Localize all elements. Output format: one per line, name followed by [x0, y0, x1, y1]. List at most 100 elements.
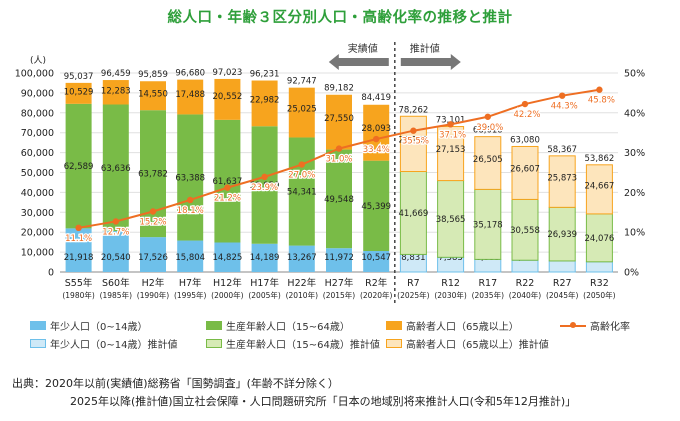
bar-elderly — [437, 126, 465, 182]
x-tick-sublabel: (1990年) — [137, 290, 170, 300]
x-tick-label: S55年 — [65, 277, 93, 289]
bar-young — [326, 248, 352, 272]
legend-rate: 高齢化率 — [560, 318, 630, 333]
y2-tick-label: 10% — [624, 228, 645, 239]
estimate-arrow — [400, 54, 461, 70]
legend-elderly-label: 高齢者人口（65歳以上） — [406, 322, 519, 333]
bar-elderly — [288, 87, 315, 138]
bar-label-working: 59,050 — [250, 181, 280, 191]
x-tick-label: S60年 — [102, 277, 130, 289]
source-line-2: 2025年以降(推計値)国立社会保障・人口問題研究所「日本の地域別将来推計人口(… — [70, 395, 577, 408]
bar-label-young: 11,972 — [324, 253, 354, 263]
x-tick-label: R2年 — [365, 277, 388, 289]
source-line-1: 出典：2020年以前(実績値)総務省「国勢調査」(年齢不詳分除く） — [12, 377, 339, 390]
bar-working — [251, 126, 278, 244]
bar-elderly — [102, 80, 129, 105]
bar-label-elderly: 25,025 — [287, 105, 317, 115]
bar-label-working: 63,388 — [175, 173, 205, 183]
bar-label-elderly: 22,982 — [250, 96, 280, 106]
bar-young — [585, 261, 613, 273]
actual-arrow — [328, 54, 389, 70]
bar-young — [140, 237, 166, 272]
x-tick-sublabel: (2020年) — [360, 290, 393, 300]
legend-rate-label: 高齢化率 — [590, 322, 630, 333]
period-label-estimate: 推計値 — [410, 42, 440, 55]
bar-elderly — [585, 164, 613, 215]
bar-working — [548, 206, 576, 262]
bar-label-elderly: 27,550 — [324, 114, 354, 124]
bar-elderly — [140, 81, 166, 111]
bar-elderly — [65, 82, 92, 104]
y-tick-label: 100,000 — [15, 69, 54, 80]
bar-elderly — [363, 104, 390, 161]
bar-label-working: 63,782 — [138, 170, 168, 180]
legend-young-swatch — [30, 321, 46, 330]
y-tick-label: 40,000 — [21, 188, 54, 199]
total-label: 63,080 — [510, 135, 540, 145]
y-tick-label: 30,000 — [21, 208, 54, 219]
bar-label-working: 41,669 — [399, 209, 429, 219]
bar-label-working: 38,565 — [436, 215, 466, 225]
aging-rate-point — [596, 86, 603, 93]
legend-working-swatch — [206, 321, 222, 330]
aging-rate-point — [187, 196, 194, 204]
x-tick-sublabel: (1980年) — [62, 290, 95, 300]
legend-elderly-est: 高齢者人口（65歳以上）推計値 — [386, 336, 549, 351]
bar-label-elderly: 24,667 — [585, 181, 615, 191]
aging-rate-label: 37.1% — [439, 130, 466, 140]
source-note: 出典：2020年以前(実績値)総務省「国勢調査」(年齢不詳分除く） 2025年以… — [12, 375, 576, 411]
bar-label-working: 61,637 — [213, 177, 243, 187]
x-tick-label: H17年 — [250, 277, 279, 289]
y2-tick-label: 0% — [624, 268, 639, 279]
bar-working — [214, 119, 241, 243]
y-tick-label: 20,000 — [21, 228, 54, 239]
y2-tick-label: 50% — [624, 69, 645, 80]
bar-label-working: 45,399 — [361, 202, 391, 212]
aging-rate-label: 11.1% — [65, 234, 92, 244]
aging-rate-label: 42.2% — [513, 110, 540, 120]
total-label: 96,459 — [101, 69, 131, 79]
bar-label-elderly: 27,153 — [436, 145, 466, 155]
x-tick-label: R22 — [516, 278, 535, 289]
total-label: 97,023 — [213, 68, 243, 78]
aging-rate-label: 35.5% — [402, 137, 429, 147]
x-tick-sublabel: (2000年) — [211, 290, 244, 300]
aging-rate-label: 39.0% — [476, 123, 503, 133]
bar-label-working: 26,939 — [547, 230, 577, 240]
bar-label-elderly: 28,093 — [361, 124, 391, 134]
bar-label-young: 21,918 — [64, 253, 94, 263]
y2-tick-label: 20% — [624, 188, 645, 199]
bar-elderly — [214, 78, 241, 120]
bar-label-young: 14,189 — [250, 253, 280, 263]
aging-rate-label: 23.9% — [251, 183, 278, 193]
aging-rate-label: 15.2% — [139, 218, 166, 228]
bar-label-working: 24,076 — [585, 234, 615, 244]
bar-young — [251, 243, 278, 272]
bar-working — [65, 103, 92, 229]
legend-young-label: 年少人口（0~14歳） — [50, 322, 148, 333]
aging-rate-label: 44.3% — [551, 102, 578, 112]
legend-elderly-est-swatch — [386, 339, 402, 348]
x-tick-label: R12 — [441, 278, 460, 289]
legend-young-est-swatch — [30, 339, 46, 348]
x-tick-label: H2年 — [142, 277, 165, 289]
y-unit-label: (人) — [30, 55, 46, 66]
chart-title: 総人口・年齢３区分別人口・高齢化率の推移と推計 — [167, 10, 513, 26]
x-tick-sublabel: (2050年) — [583, 290, 616, 300]
aging-rate-label: 27.0% — [288, 171, 315, 181]
x-tick-label: H22年 — [287, 277, 316, 289]
bar-label-elderly: 17,488 — [175, 90, 205, 100]
aging-rate-label: 45.8% — [588, 96, 615, 106]
y2-tick-label: 40% — [624, 108, 645, 119]
bar-label-working: 63,636 — [101, 164, 131, 174]
aging-rate-point — [373, 135, 380, 143]
total-label: 84,419 — [361, 93, 391, 103]
y-tick-label: 90,000 — [21, 88, 54, 99]
legend-elderly-est-label: 高齢者人口（65歳以上）推計値 — [406, 340, 549, 351]
y-tick-label: 0 — [48, 268, 54, 279]
x-tick-sublabel: (2015年) — [323, 290, 356, 300]
aging-rate-point — [521, 100, 529, 108]
bar-label-young: 14,825 — [213, 253, 243, 263]
legend-working-label: 生産年齢人口（15~64歳） — [226, 322, 350, 333]
legend-elderly-swatch — [386, 321, 402, 330]
